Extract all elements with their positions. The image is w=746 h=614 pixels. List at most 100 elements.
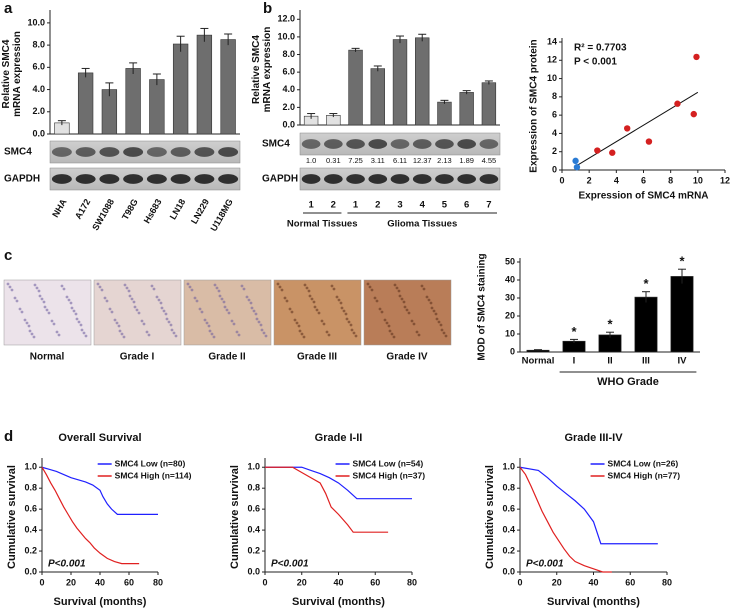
band-value: 4.55 [482,156,497,165]
bar [437,101,452,126]
y-tick-label: 6 [552,110,557,120]
ihc-cell [342,309,346,313]
blot-image [49,167,241,191]
x-axis-label: Survival (months) [547,596,640,608]
ihc-cell [115,321,119,325]
y-tick-label: 0.4 [502,524,515,534]
y-tick-label: 0.2 [24,545,37,555]
x-tick-label: 2 [375,200,380,211]
blot-band [479,174,499,184]
ihc-cell [288,307,292,311]
ihc-cell [28,329,32,333]
ihc-cell [82,331,86,335]
x-tick-label: 4 [614,175,619,185]
ihc-cell [188,285,192,289]
y-tick-label: 1.0 [502,462,515,472]
ihc-cell [152,287,156,291]
ihc-cell [217,289,221,293]
ihc-cell [203,318,207,322]
ihc-cell [317,311,321,315]
ihc-image [273,279,362,346]
ihc-cell [427,298,431,302]
ihc-cell [67,298,71,302]
ihc-cell [60,284,64,288]
y-tick-label: 0.0 [282,119,295,129]
ihc-cell [79,323,83,327]
y-tick-label: 40 [505,274,515,284]
y-tick-label: 1.0 [247,462,260,472]
ihc-cell [349,323,353,327]
group-label: Glioma Tissues [387,219,457,230]
ihc-cell [370,288,374,292]
blot-band [99,174,120,184]
scatter-point [624,125,631,132]
ihc-cell [257,320,261,324]
x-tick-label: 12 [720,175,730,185]
ihc-image [93,279,182,346]
ihc-cell [142,322,146,326]
ihc-cell [439,323,443,327]
ihc-cell [162,309,166,313]
x-tick-label: Hs683 [142,197,164,225]
ihc-cell [249,301,253,305]
ihc-cell [395,286,399,290]
ihc-cell [169,323,173,327]
blot-band [324,139,343,149]
x-tick-label: 6 [641,175,646,185]
annotation: P < 0.001 [574,57,617,68]
ihc-cell [150,284,154,288]
y-tick-label: 20 [505,310,515,320]
y-tick-label: 12.0 [277,14,295,24]
blot-band [123,174,144,184]
y-tick-label: 0.8 [502,483,515,493]
ihc-cell [240,284,244,288]
blot-band [368,139,388,149]
ihc-cell [429,301,433,305]
ihc-cell [52,322,56,326]
ihc-cell [415,330,419,334]
x-tick-label: IV [678,356,688,367]
y-tick-label: 8.0 [32,39,45,49]
y-tick-label: 0.6 [24,504,37,514]
band-value: 12.37 [413,156,432,165]
y-tick-label: 30 [505,292,515,302]
annotation: R² = 0.7703 [574,43,627,54]
scatter-point [609,149,616,156]
blot-band [75,147,96,157]
ihc-cell [15,299,19,303]
y-axis-label: Relative SMC4 [251,35,262,104]
blot-band [368,174,388,184]
ihc-cell [210,332,214,336]
bar [415,37,430,126]
y-axis-label: Cumulative survival [6,465,18,569]
ihc-cell [385,321,389,325]
ihc-cell [155,295,159,299]
ihc-cell [18,307,22,311]
ihc-label: Grade I [120,352,155,363]
blot-band [75,174,96,184]
ihc-cell [135,308,139,312]
blot-band [170,147,191,157]
ihc-cell [113,318,117,322]
scatter-point [690,110,697,118]
ihc-cell [72,309,76,313]
ihc-cell [96,282,100,286]
x-tick-label: 7 [486,200,491,211]
survival-curve [519,466,612,573]
significance-mark: * [571,324,577,339]
x-tick-label: SW1088 [90,197,116,232]
ihc-cell [157,298,161,302]
ihc-image [183,279,272,346]
x-tick-label: III [642,356,650,367]
x-tick-label: 0 [517,577,522,587]
x-tick-label: 1 [353,200,359,211]
blot-band [99,147,120,157]
blot-band [479,139,499,149]
x-tick-label: 2 [331,200,336,211]
x-tick-label: 20 [297,577,307,587]
panel-letter: b [263,0,272,17]
ihc-cell [212,335,216,339]
blot-band [194,147,215,157]
ihc-cell [147,333,151,337]
ihc-cell [260,328,264,332]
